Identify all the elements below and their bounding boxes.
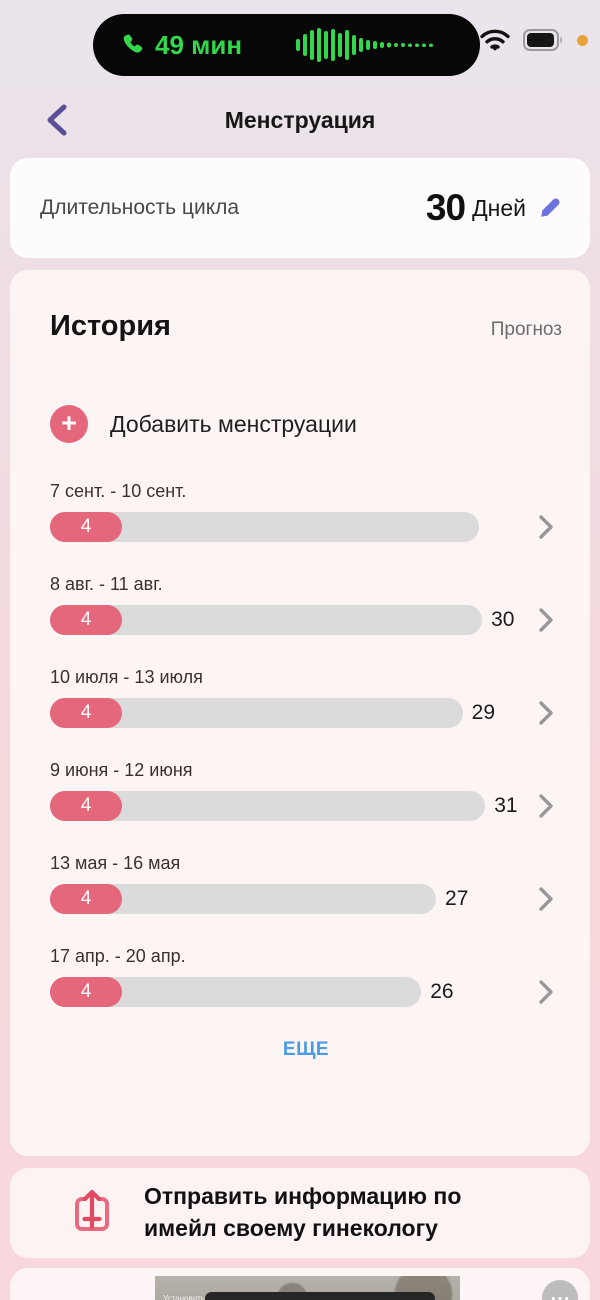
show-more-button[interactable]: ЕЩЕ: [282, 1039, 330, 1060]
cycle-bar-track: 4: [50, 977, 422, 1007]
cycle-bar-track: 4: [50, 512, 480, 542]
ad-overlay-text: Установить: [163, 1294, 205, 1300]
back-button[interactable]: [42, 102, 74, 138]
cycle-length-value: 30: [425, 187, 466, 228]
wifi-icon: [479, 28, 511, 52]
chevron-right-icon[interactable]: [538, 514, 554, 540]
period-date-range: 7 сент. - 10 сент.: [50, 481, 187, 501]
period-date-range: 13 мая - 16 мая: [50, 853, 181, 873]
forecast-toggle[interactable]: Прогноз: [490, 319, 562, 340]
cycle-bar-row: 4 31: [50, 790, 562, 822]
history-row[interactable]: 9 июня - 12 июня 4 31: [50, 760, 562, 822]
share-medical-icon: [68, 1188, 116, 1238]
cycle-bar-track: 4: [50, 605, 483, 635]
history-header: История Прогноз: [50, 310, 562, 343]
history-list: 7 сент. - 10 сент. 4 8 авг. - 11 авг. 4: [50, 481, 562, 1008]
cycle-bar-track: 4: [50, 698, 463, 728]
nav-bar: Менструация: [0, 90, 600, 150]
history-row[interactable]: 13 мая - 16 мая 4 27: [50, 853, 562, 915]
chevron-right-icon[interactable]: [538, 793, 554, 819]
cycle-bar-row: 4 30: [50, 604, 562, 636]
history-row[interactable]: 17 апр. - 20 апр. 4 26: [50, 946, 562, 1008]
call-info: 49 мин: [119, 30, 242, 61]
dynamic-island-call-pill[interactable]: 49 мин: [93, 14, 480, 76]
chevron-right-icon[interactable]: [538, 979, 554, 1005]
period-date-range: 8 авг. - 11 авг.: [50, 574, 163, 594]
cycle-bar-track: 4: [50, 791, 486, 821]
chevron-right-icon[interactable]: [538, 886, 554, 912]
phone-icon: [119, 32, 145, 58]
period-bar: 4: [50, 884, 122, 914]
add-period-label: Добавить менструации: [110, 410, 357, 437]
cycle-bar-row: 4 29: [50, 697, 562, 729]
period-date-range: 17 апр. - 20 апр.: [50, 946, 186, 966]
ad-more-button[interactable]: ⋯: [542, 1280, 578, 1300]
cycle-bar-row: 4 26: [50, 976, 562, 1008]
history-title: История: [50, 310, 171, 342]
share-to-doctor-label: Отправить информацию по имейл своему гин…: [144, 1183, 462, 1241]
call-duration: 49 мин: [155, 29, 243, 60]
history-row[interactable]: 8 авг. - 11 авг. 4 30: [50, 574, 562, 636]
mic-indicator-dot: [577, 34, 588, 46]
cycle-bar-track: 4: [50, 884, 437, 914]
share-to-doctor-card[interactable]: Отправить информацию по имейл своему гин…: [10, 1168, 590, 1258]
period-date-range: 9 июня - 12 июня: [50, 760, 193, 780]
cycle-length-value-group: 30 Дней: [426, 187, 562, 229]
period-bar: 4: [50, 605, 122, 635]
cycle-length-unit: Дней: [472, 194, 526, 221]
cycle-days-value: 26: [430, 980, 454, 1003]
cycle-days-value: 29: [471, 701, 496, 724]
ad-progress-bar: [205, 1292, 435, 1300]
period-bar: 4: [50, 977, 122, 1007]
page-title: Менструация: [224, 106, 376, 133]
history-row[interactable]: 7 сент. - 10 сент. 4: [50, 481, 562, 543]
period-date-range: 10 июля - 13 июля: [50, 667, 203, 687]
cycle-days-value: 27: [445, 887, 469, 910]
chevron-right-icon[interactable]: [538, 700, 554, 726]
cycle-length-label: Длительность цикла: [40, 196, 240, 219]
battery-icon: [523, 29, 565, 51]
cycle-days-value: 31: [494, 794, 518, 817]
cycle-bar-row: 4 27: [50, 883, 562, 915]
add-period-button[interactable]: + Добавить менструации: [50, 405, 562, 443]
chevron-right-icon[interactable]: [538, 607, 554, 633]
period-bar: 4: [50, 698, 122, 728]
ad-card[interactable]: Установить ⋯: [10, 1268, 590, 1300]
ad-image[interactable]: Установить: [155, 1276, 460, 1300]
history-card: История Прогноз + Добавить менструации 7…: [10, 270, 590, 1156]
edit-pencil-icon[interactable]: [538, 196, 562, 220]
status-bar: 49 мин: [0, 0, 600, 90]
plus-icon: +: [50, 405, 88, 443]
status-icons: [479, 28, 588, 52]
period-bar: 4: [50, 512, 122, 542]
cycle-days-value: 30: [491, 608, 515, 631]
period-bar: 4: [50, 791, 122, 821]
cycle-length-card: Длительность цикла 30 Дней: [10, 158, 590, 258]
cycle-bar-row: 4: [50, 511, 562, 543]
audio-waveform-icon: [296, 27, 456, 63]
history-row[interactable]: 10 июля - 13 июля 4 29: [50, 667, 562, 729]
